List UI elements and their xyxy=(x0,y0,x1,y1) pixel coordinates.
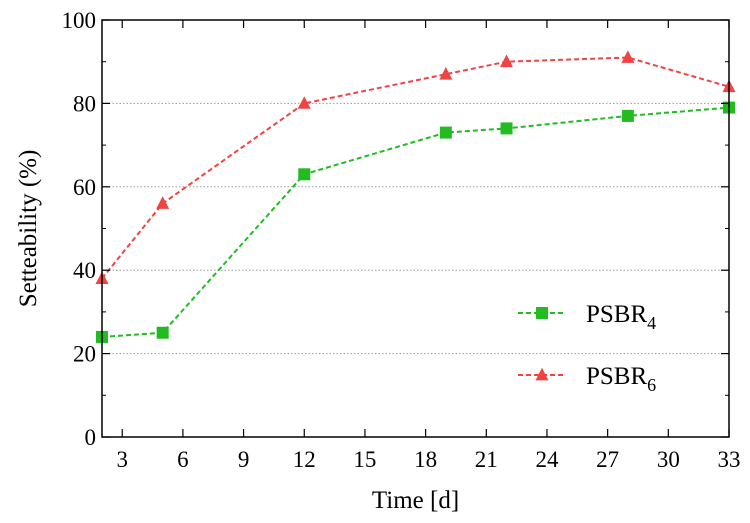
x-tick-label: 33 xyxy=(718,447,741,472)
legend: PSBR4 PSBR6 xyxy=(518,301,656,395)
data-point-PSBR4 xyxy=(439,126,452,139)
x-tick-label: 15 xyxy=(353,447,376,472)
legend-label-subscript: 4 xyxy=(647,313,656,333)
legend-label: PSBR6 xyxy=(586,363,656,395)
data-point-PSBR6 xyxy=(156,196,170,209)
x-tick-label: 30 xyxy=(657,447,680,472)
data-point-PSBR6 xyxy=(297,96,311,109)
data-point-PSBR4 xyxy=(621,109,634,122)
y-tick-label: 100 xyxy=(62,8,97,33)
series-line-PSBR6 xyxy=(101,56,730,280)
y-axis-title: Setteability (%) xyxy=(15,150,42,308)
x-tick-label: 27 xyxy=(596,447,619,472)
x-tick-label: 9 xyxy=(238,447,250,472)
data-point-PSBR6 xyxy=(621,50,635,63)
tick-labels: 0 20 40 60 80 100 3 6 9 12 15 18 21 24 27 30 33 xyxy=(62,8,741,472)
axis-ticks xyxy=(102,19,730,438)
x-tick-label: 21 xyxy=(475,447,498,472)
x-tick-label: 12 xyxy=(293,447,316,472)
x-tick-label: 24 xyxy=(535,447,559,472)
y-tick-label: 40 xyxy=(73,258,96,283)
series-lines xyxy=(101,56,730,338)
x-axis-title: Time [d] xyxy=(372,487,459,514)
y-tick-label: 0 xyxy=(85,425,97,450)
data-point-PSBR6 xyxy=(500,54,514,68)
x-tick-label: 18 xyxy=(414,447,437,472)
x-tick-label: 6 xyxy=(177,447,189,472)
legend-item: PSBR4 xyxy=(518,301,656,333)
legend-label: PSBR4 xyxy=(586,301,656,333)
x-tick-label: 3 xyxy=(116,447,128,472)
data-point-PSBR4 xyxy=(298,168,311,181)
data-point-PSBR4 xyxy=(156,326,169,339)
y-tick-label: 60 xyxy=(73,175,96,200)
data-point-PSBR4 xyxy=(500,122,513,135)
data-point-PSBR6 xyxy=(439,67,453,80)
y-tick-label: 20 xyxy=(73,342,96,367)
y-tick-label: 80 xyxy=(73,91,96,116)
legend-marker xyxy=(536,307,548,319)
legend-marker xyxy=(535,367,549,381)
grid-lines xyxy=(102,102,729,355)
legend-item: PSBR6 xyxy=(518,363,656,395)
legend-label-subscript: 6 xyxy=(647,375,656,395)
